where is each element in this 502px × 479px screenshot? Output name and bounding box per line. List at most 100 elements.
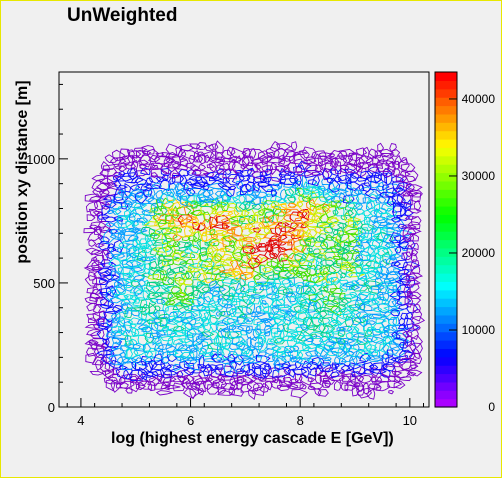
contour-segment xyxy=(147,255,157,261)
contour-segment xyxy=(287,276,295,288)
contour-segment xyxy=(377,282,389,294)
contour-segment xyxy=(238,238,253,249)
contour-segment xyxy=(156,298,166,304)
contour-segment xyxy=(145,177,154,185)
colorbar-band xyxy=(435,130,457,140)
contour-segment xyxy=(343,168,356,176)
contour-segment xyxy=(246,175,256,184)
contour-segment xyxy=(329,187,340,197)
contour-segment xyxy=(412,303,421,314)
contour-segment xyxy=(312,248,322,256)
contour-segment xyxy=(295,326,310,334)
contour-segment xyxy=(266,223,282,229)
contour-segment xyxy=(340,283,356,291)
colorbar-band xyxy=(435,239,457,249)
contour-segment xyxy=(189,299,202,308)
contour-segment xyxy=(239,184,249,196)
contour-segment xyxy=(176,369,192,378)
contour-segment xyxy=(374,150,382,158)
contour-segment xyxy=(126,347,139,358)
contour-segment xyxy=(171,155,188,163)
contour-segment xyxy=(407,295,422,307)
contour-segment xyxy=(106,324,113,333)
contour-segment xyxy=(253,275,262,280)
contour-segment xyxy=(165,342,177,353)
contour-segment xyxy=(290,389,308,399)
contour-segment xyxy=(207,247,215,258)
contour-segment xyxy=(251,214,259,223)
contour-segment xyxy=(182,297,194,306)
contour-segment xyxy=(381,201,396,212)
contour-segment xyxy=(119,352,126,358)
y-tick-label: 500 xyxy=(33,276,55,291)
contour-segment xyxy=(217,389,234,396)
colorbar-band xyxy=(435,323,457,333)
contour-segment xyxy=(382,308,400,321)
contour-segment xyxy=(310,150,327,160)
contour-segment xyxy=(122,266,136,278)
contour-segment xyxy=(361,186,375,197)
contour-segment xyxy=(180,149,200,161)
contour-segment xyxy=(383,363,396,372)
contour-segment xyxy=(314,207,332,215)
contour-segment xyxy=(110,330,123,337)
contour-segment xyxy=(146,148,160,161)
contour-segment xyxy=(345,381,361,388)
contour-segment xyxy=(257,243,268,248)
contour-segment xyxy=(215,229,229,236)
contour-segment xyxy=(262,306,272,314)
contour-segment xyxy=(257,334,267,346)
contour-segment xyxy=(269,227,282,236)
contour-segment xyxy=(93,270,109,279)
contour-segment xyxy=(124,306,133,318)
contour-segment xyxy=(239,236,248,242)
contour-segment xyxy=(405,273,419,281)
contour-segment xyxy=(345,299,360,309)
contour-segment xyxy=(133,147,148,152)
contour-segment xyxy=(299,238,312,247)
contour-segment xyxy=(277,156,291,167)
contour-segment xyxy=(385,284,398,294)
contour-segment xyxy=(347,174,359,183)
contour-segment xyxy=(164,215,174,225)
contour-segment xyxy=(198,345,214,356)
contour-segment xyxy=(176,312,195,319)
colorbar-band xyxy=(435,97,457,107)
contour-segment xyxy=(374,277,384,289)
contour-segment xyxy=(274,337,285,345)
contour-segment xyxy=(130,175,144,184)
contour-segment xyxy=(179,261,188,266)
contour-segment xyxy=(374,270,385,280)
contour-segment xyxy=(328,217,338,224)
contour-segment xyxy=(195,283,210,294)
contour-segment xyxy=(122,284,135,292)
contour-segment xyxy=(360,227,370,239)
contour-segment xyxy=(184,225,197,237)
contour-segment xyxy=(209,150,216,162)
contour-segment xyxy=(338,328,346,338)
contour-segment xyxy=(307,190,319,205)
contour-segment xyxy=(98,277,109,285)
contour-segment xyxy=(179,251,189,259)
contour-segment xyxy=(188,155,195,164)
contour-segment xyxy=(111,337,122,345)
contour-segment xyxy=(265,147,280,158)
contour-segment xyxy=(272,304,293,311)
contour-segment xyxy=(366,201,376,210)
colorbar-band xyxy=(435,113,457,123)
contour-segment xyxy=(87,271,97,281)
contour-segment xyxy=(134,191,148,205)
contour-segment xyxy=(120,302,134,312)
contour-segment xyxy=(348,355,358,366)
contour-segment xyxy=(116,252,132,262)
contour-segment xyxy=(379,310,392,318)
contour-segment xyxy=(364,216,371,226)
contour-segment xyxy=(165,300,176,306)
contour-segment xyxy=(124,210,131,220)
contour-segment xyxy=(334,308,353,321)
contour-segment xyxy=(147,376,160,387)
contour-segment xyxy=(200,252,214,263)
contour-segment xyxy=(100,236,110,245)
contour-segment xyxy=(93,304,102,314)
contour-segment xyxy=(121,374,140,381)
